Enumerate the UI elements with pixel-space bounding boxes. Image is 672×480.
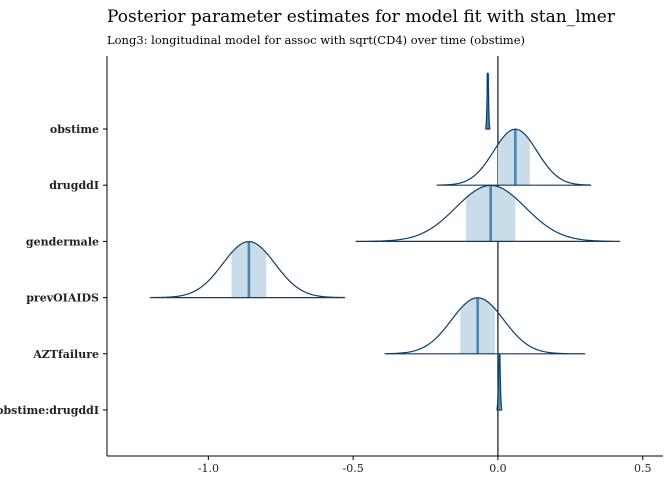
x-tick-label: 0.5 bbox=[634, 462, 652, 475]
y-tick-label: prevOIAIDS bbox=[26, 292, 99, 305]
plot-area: -1.0 -0.5 0.0 0.5 obstime drugddI gendermale pr… bbox=[0, 56, 663, 475]
ridge-obstime-drugddi: obstime:drugddI bbox=[0, 353, 503, 417]
x-tick-label: -0.5 bbox=[343, 462, 364, 475]
chart-title: Posterior parameter estimates for model … bbox=[107, 7, 616, 27]
density-curve bbox=[496, 353, 503, 411]
y-tick-label: obstime:drugddI bbox=[0, 404, 99, 417]
density-curve bbox=[485, 72, 491, 130]
density-curve bbox=[355, 184, 621, 242]
density-curve bbox=[384, 297, 586, 355]
x-tick-label: -1.0 bbox=[198, 462, 219, 475]
ridge-aztfailure: AZTfailure bbox=[32, 297, 586, 361]
ridge-obstime: obstime bbox=[50, 72, 491, 136]
x-tick-label: 0.0 bbox=[489, 462, 507, 475]
y-tick-label: gendermale bbox=[26, 235, 99, 248]
credible-interval-band bbox=[497, 129, 530, 186]
ridge-gendermale: gendermale bbox=[26, 184, 621, 248]
density-curve bbox=[149, 241, 346, 299]
chart-subtitle: Long3: longitudinal model for assoc with… bbox=[107, 33, 525, 47]
ridge-prevoiaids: prevOIAIDS bbox=[26, 241, 346, 305]
density-curve bbox=[436, 128, 592, 186]
y-tick-label: AZTfailure bbox=[32, 348, 99, 361]
y-tick-label: drugddI bbox=[49, 179, 99, 192]
y-tick-label: obstime bbox=[50, 123, 99, 136]
ridge-drugddi: drugddI bbox=[49, 128, 592, 192]
